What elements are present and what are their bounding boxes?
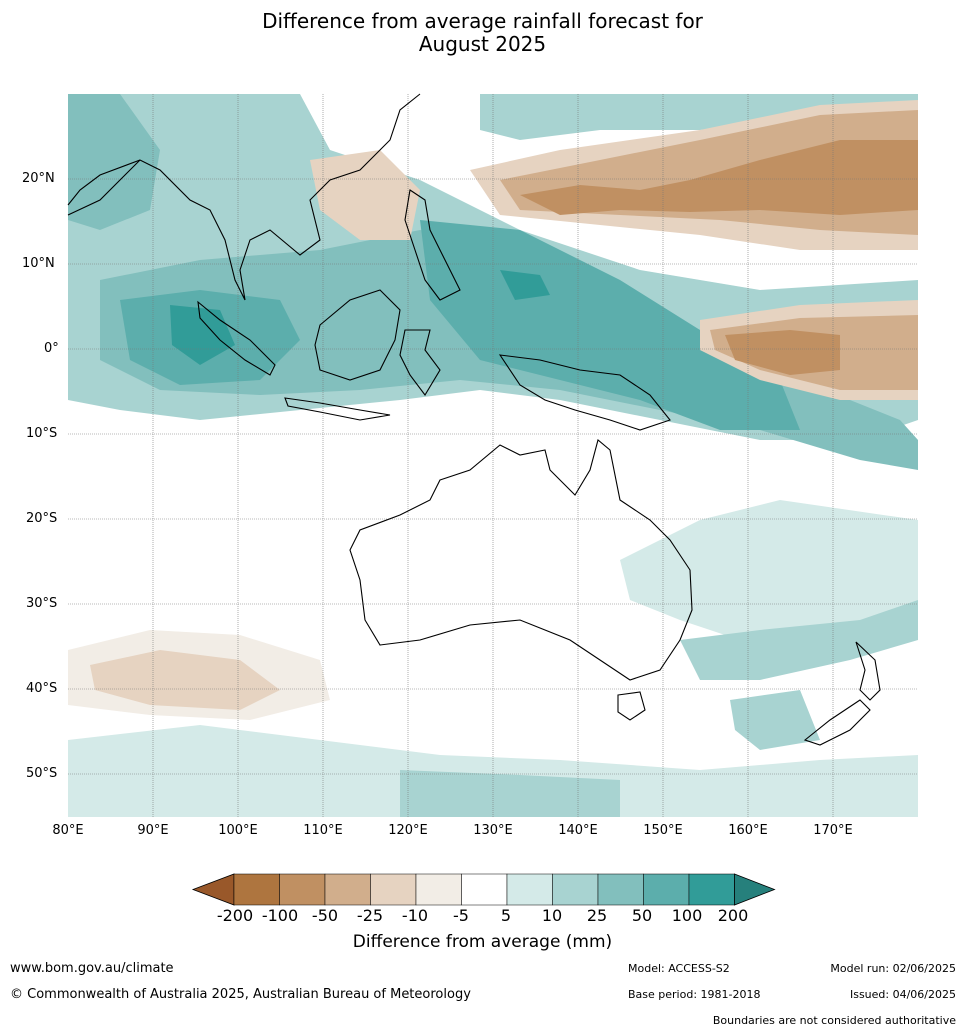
title-line-1: Difference from average rainfall forecas… [262,9,703,33]
sumatra-coastline [197,300,276,376]
wet-region-bay-bengal [68,94,160,230]
dry-region-north-pacific-core [520,140,918,215]
lon-label-110e: 110°E [303,823,343,838]
lat-label-20n: 20°N [22,171,55,186]
coastlines [67,93,881,746]
footer-model-run: Model run: 02/06/2025 [830,962,956,975]
borneo-coastline [314,289,401,381]
lon-label-140e: 140°E [558,823,598,838]
colorbar-tick-3: -50 [311,906,339,925]
lat-label-10s: 10°S [26,426,58,441]
colorbar-tick-6: -5 [453,906,469,925]
colorbar-tick-2: -100 [261,906,299,925]
footer-disclaimer: Boundaries are not considered authoritat… [712,1014,956,1027]
wet-region-north-pacific [480,94,918,140]
title-line-2: August 2025 [418,32,547,56]
lat-label-10n: 10°N [22,256,55,271]
lon-label-130e: 130°E [473,823,513,838]
lat-label-20s: 20°S [26,511,58,526]
lat-label-40s: 40°S [26,681,58,696]
dry-region-equatorial-pacific-core [725,330,840,375]
dry-region-southern-indian [90,650,280,710]
lon-label-170e: 170°E [813,823,853,838]
colorbar-tick-5: -10 [401,906,429,925]
colorbar-tick-11: 100 [671,906,703,925]
colorbar-tick-10: 50 [631,906,653,925]
asia-mainland-coastline [67,93,421,301]
dry-region-indochina [310,150,420,240]
footer-url: www.bom.gov.au/climate [10,961,174,976]
lon-label-160e: 160°E [728,823,768,838]
colorbar-tick-12: 200 [717,906,749,925]
colorbar-tick-9: 25 [586,906,608,925]
lat-label-50s: 50°S [26,766,58,781]
lon-label-80e: 80°E [52,823,84,838]
colorbar-tick-1: -200 [216,906,254,925]
wet-region-peak-sumatra [170,305,235,365]
map-gridlines [68,94,918,817]
colorbar-title: Difference from average (mm) [352,932,613,952]
chart-title: Difference from average rainfall forecas… [0,10,965,56]
colorbar-tick-4: -25 [356,906,384,925]
java-coastline [284,397,391,421]
footer-base-period: Base period: 1981-2018 [628,988,761,1001]
new-zealand-south-coastline [803,699,871,746]
sulawesi-coastline [399,329,441,396]
colorbar-tick-7: 5 [500,906,512,925]
australia-coastline [349,439,693,681]
lon-label-150e: 150°E [643,823,683,838]
tasmania-coastline [617,691,646,721]
lat-label-0: 0° [44,341,59,356]
lon-label-100e: 100°E [218,823,258,838]
wet-region-new-zealand-sea [730,690,820,750]
india-coastline [67,159,141,206]
wet-region-southern-ocean-inner [400,770,620,817]
lon-label-90e: 90°E [137,823,169,838]
new-guinea-coastline [498,354,671,431]
wet-region-peak-png [500,270,550,300]
footer-model: Model: ACCESS-S2 [628,962,730,975]
new-zealand-north-coastline [855,641,881,701]
lon-label-120e: 120°E [388,823,428,838]
lat-label-30s: 30°S [26,596,58,611]
footer-copyright: © Commonwealth of Australia 2025, Austra… [10,987,471,1002]
footer-issued: Issued: 04/06/2025 [849,988,956,1001]
philippines-coastline [404,189,461,301]
wet-region-tasman [680,600,918,680]
colorbar-tick-8: 10 [541,906,563,925]
wet-region-east-australia [620,500,918,640]
